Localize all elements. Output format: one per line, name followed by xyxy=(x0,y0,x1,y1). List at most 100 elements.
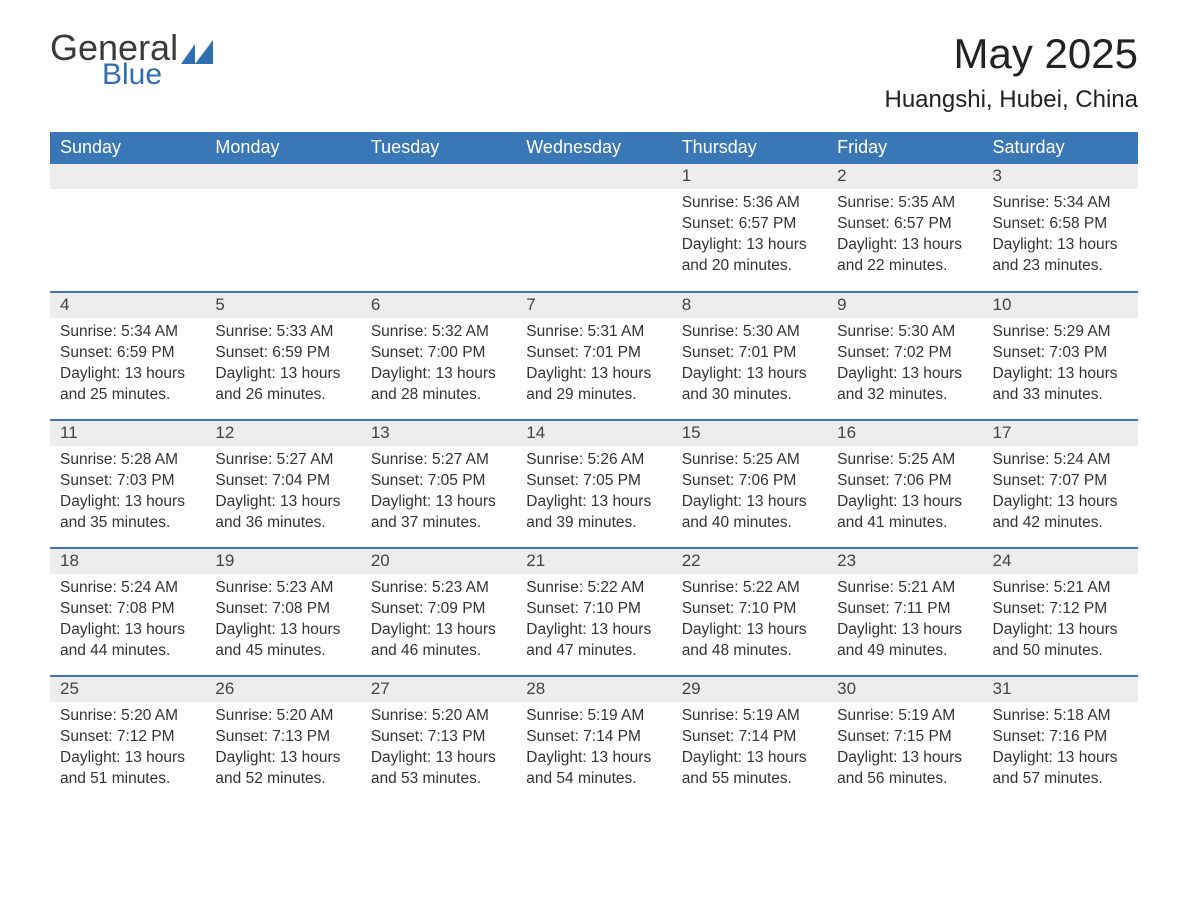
sunset-label: Sunset: xyxy=(60,600,117,617)
daylight-label: Daylight: xyxy=(837,621,902,638)
daylight-line: Daylight: 13 hours and 23 minutes. xyxy=(993,235,1128,277)
sunrise-label: Sunrise: xyxy=(526,707,587,724)
sunrise-value: 5:20 AM xyxy=(432,707,489,724)
sunrise-value: 5:31 AM xyxy=(587,323,644,340)
sunrise-value: 5:33 AM xyxy=(277,323,334,340)
header: General Blue May 2025 Huangshi, Hubei, C… xyxy=(50,30,1138,114)
daylight-label: Daylight: xyxy=(837,365,902,382)
sunrise-value: 5:22 AM xyxy=(587,579,644,596)
sunset-line: Sunset: 6:58 PM xyxy=(993,214,1128,235)
sunset-value: 7:09 PM xyxy=(428,600,486,617)
sunrise-value: 5:20 AM xyxy=(121,707,178,724)
sunset-label: Sunset: xyxy=(682,215,739,232)
sunrise-value: 5:32 AM xyxy=(432,323,489,340)
sunrise-value: 5:21 AM xyxy=(1054,579,1111,596)
sunset-value: 7:13 PM xyxy=(428,728,486,745)
sunrise-label: Sunrise: xyxy=(837,707,898,724)
sunrise-label: Sunrise: xyxy=(682,451,743,468)
day-number: 23 xyxy=(827,549,982,574)
sunset-value: 7:06 PM xyxy=(894,472,952,489)
sunrise-value: 5:36 AM xyxy=(743,194,800,211)
sunset-value: 7:10 PM xyxy=(583,600,641,617)
sunrise-label: Sunrise: xyxy=(215,323,276,340)
sunset-line: Sunset: 7:08 PM xyxy=(215,599,350,620)
sunset-label: Sunset: xyxy=(837,472,894,489)
sunrise-line: Sunrise: 5:19 AM xyxy=(837,706,972,727)
sunrise-label: Sunrise: xyxy=(682,194,743,211)
calendar-cell: 4Sunrise: 5:34 AMSunset: 6:59 PMDaylight… xyxy=(50,292,205,420)
day-number: 9 xyxy=(827,293,982,318)
sunset-value: 6:59 PM xyxy=(272,344,330,361)
calendar-cell: 29Sunrise: 5:19 AMSunset: 7:14 PMDayligh… xyxy=(672,676,827,804)
sunset-label: Sunset: xyxy=(60,344,117,361)
sunrise-label: Sunrise: xyxy=(993,707,1054,724)
sunset-value: 6:58 PM xyxy=(1049,215,1107,232)
sunrise-line: Sunrise: 5:21 AM xyxy=(993,578,1128,599)
sunset-line: Sunset: 6:57 PM xyxy=(837,214,972,235)
day-number: 14 xyxy=(516,421,671,446)
sunrise-label: Sunrise: xyxy=(526,579,587,596)
sunrise-value: 5:26 AM xyxy=(587,451,644,468)
sunset-line: Sunset: 7:08 PM xyxy=(60,599,195,620)
sunrise-line: Sunrise: 5:31 AM xyxy=(526,322,661,343)
calendar-cell: 2Sunrise: 5:35 AMSunset: 6:57 PMDaylight… xyxy=(827,164,982,292)
day-body: Sunrise: 5:32 AMSunset: 7:00 PMDaylight:… xyxy=(361,318,516,412)
daylight-line: Daylight: 13 hours and 37 minutes. xyxy=(371,492,506,534)
day-body: Sunrise: 5:19 AMSunset: 7:14 PMDaylight:… xyxy=(516,702,671,796)
sunrise-value: 5:22 AM xyxy=(743,579,800,596)
daylight-label: Daylight: xyxy=(993,365,1058,382)
daylight-label: Daylight: xyxy=(837,749,902,766)
day-number: 1 xyxy=(672,164,827,189)
sunset-line: Sunset: 7:12 PM xyxy=(60,727,195,748)
sunset-line: Sunset: 7:13 PM xyxy=(371,727,506,748)
sunset-label: Sunset: xyxy=(682,344,739,361)
sunrise-value: 5:23 AM xyxy=(432,579,489,596)
sunset-value: 7:14 PM xyxy=(739,728,797,745)
sunset-value: 7:11 PM xyxy=(894,600,951,617)
sunset-value: 7:01 PM xyxy=(739,344,797,361)
sunrise-label: Sunrise: xyxy=(60,451,121,468)
sunset-label: Sunset: xyxy=(215,344,272,361)
sunrise-line: Sunrise: 5:28 AM xyxy=(60,450,195,471)
day-body: Sunrise: 5:20 AMSunset: 7:13 PMDaylight:… xyxy=(205,702,360,796)
sunset-line: Sunset: 7:02 PM xyxy=(837,343,972,364)
sunset-label: Sunset: xyxy=(993,344,1050,361)
sunset-line: Sunset: 7:16 PM xyxy=(993,727,1128,748)
calendar-cell: 6Sunrise: 5:32 AMSunset: 7:00 PMDaylight… xyxy=(361,292,516,420)
daylight-line: Daylight: 13 hours and 22 minutes. xyxy=(837,235,972,277)
calendar-row: 18Sunrise: 5:24 AMSunset: 7:08 PMDayligh… xyxy=(50,548,1138,676)
sunset-label: Sunset: xyxy=(526,344,583,361)
sunrise-label: Sunrise: xyxy=(60,323,121,340)
daylight-label: Daylight: xyxy=(371,365,436,382)
day-body: Sunrise: 5:24 AMSunset: 7:07 PMDaylight:… xyxy=(983,446,1138,540)
day-number-empty xyxy=(361,164,516,189)
sunrise-label: Sunrise: xyxy=(371,323,432,340)
calendar-cell: 18Sunrise: 5:24 AMSunset: 7:08 PMDayligh… xyxy=(50,548,205,676)
weekday-sunday: Sunday xyxy=(50,132,205,164)
day-number: 11 xyxy=(50,421,205,446)
daylight-line: Daylight: 13 hours and 40 minutes. xyxy=(682,492,817,534)
sunset-label: Sunset: xyxy=(371,472,428,489)
sunset-label: Sunset: xyxy=(215,600,272,617)
day-body: Sunrise: 5:34 AMSunset: 6:58 PMDaylight:… xyxy=(983,189,1138,283)
sunrise-line: Sunrise: 5:30 AM xyxy=(837,322,972,343)
day-number: 27 xyxy=(361,677,516,702)
calendar-cell: 9 Sunrise: 5:30 AMSunset: 7:02 PMDaylight… xyxy=(827,292,982,420)
sunrise-line: Sunrise: 5:27 AM xyxy=(371,450,506,471)
daylight-label: Daylight: xyxy=(993,621,1058,638)
day-number: 6 xyxy=(361,293,516,318)
daylight-label: Daylight: xyxy=(526,621,591,638)
day-body: Sunrise: 5:25 AMSunset: 7:06 PMDaylight:… xyxy=(827,446,982,540)
sunrise-label: Sunrise: xyxy=(837,194,898,211)
calendar-cell: 22Sunrise: 5:22 AMSunset: 7:10 PMDayligh… xyxy=(672,548,827,676)
sunset-value: 7:02 PM xyxy=(894,344,952,361)
weekday-wednesday: Wednesday xyxy=(516,132,671,164)
weekday-monday: Monday xyxy=(205,132,360,164)
sunset-label: Sunset: xyxy=(993,728,1050,745)
calendar-cell: 20Sunrise: 5:23 AMSunset: 7:09 PMDayligh… xyxy=(361,548,516,676)
sunrise-label: Sunrise: xyxy=(215,707,276,724)
day-number-empty xyxy=(516,164,671,189)
calendar-cell: 1Sunrise: 5:36 AMSunset: 6:57 PMDaylight… xyxy=(672,164,827,292)
sunrise-label: Sunrise: xyxy=(215,579,276,596)
logo: General Blue xyxy=(50,30,215,90)
